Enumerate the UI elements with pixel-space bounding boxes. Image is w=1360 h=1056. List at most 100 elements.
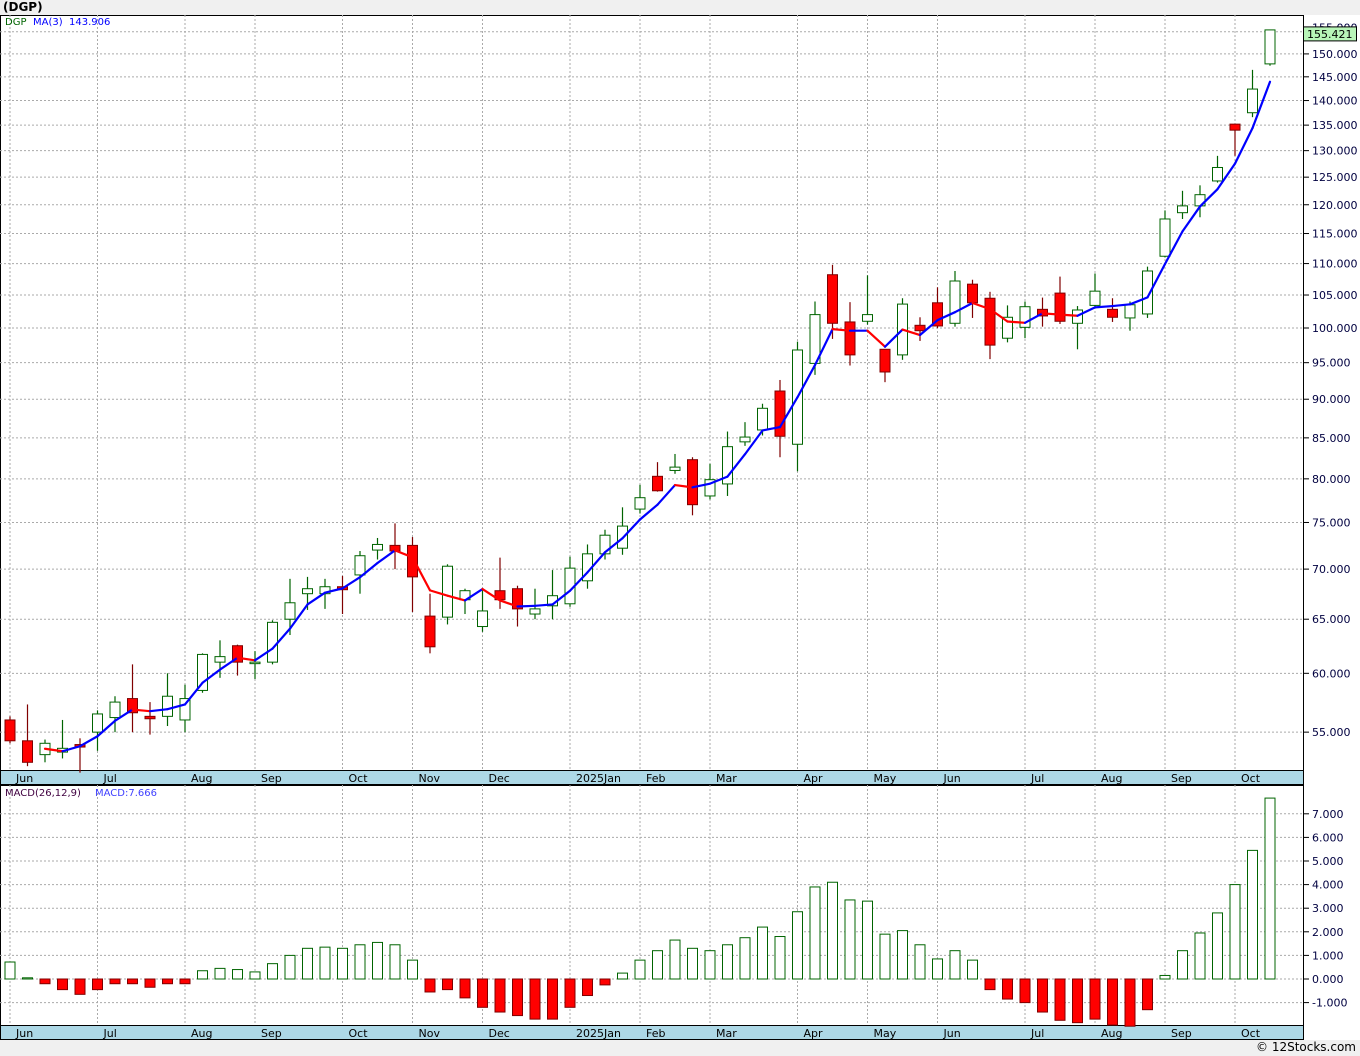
ma-line-segment <box>148 708 169 713</box>
ma-line-segment <box>883 328 904 348</box>
macd-bar <box>1107 978 1118 1026</box>
macd-month-label: 2025Jan <box>576 1027 621 1040</box>
macd-bar <box>704 950 716 980</box>
ma-line-segment <box>813 328 834 367</box>
macd-bar <box>494 978 506 1013</box>
macd-month-label: Apr <box>804 1027 824 1040</box>
candle <box>1212 155 1223 183</box>
ma-line-segment <box>638 503 659 521</box>
price-tick-label: 125.000 <box>1312 171 1358 184</box>
candle-body <box>739 436 751 443</box>
ma-line-segment <box>568 571 589 592</box>
ma-line-segment <box>1093 304 1114 309</box>
macd-bar <box>512 978 523 1017</box>
candle <box>4 716 16 744</box>
month-label: Feb <box>646 772 665 785</box>
macd-bar <box>162 978 173 985</box>
candle-body <box>827 274 838 324</box>
macd-month-label: Jul <box>1030 1027 1044 1040</box>
ma-line-segment <box>411 556 432 592</box>
macd-tick-label: 3.000 <box>1312 902 1344 915</box>
macd-bar <box>687 947 698 980</box>
legend-symbol: DGP <box>5 17 26 28</box>
price-tick-label: 60.000 <box>1312 667 1351 680</box>
macd-bar <box>372 941 383 980</box>
price-tick-label: 115.000 <box>1312 228 1358 241</box>
candle <box>372 537 383 560</box>
ma-line-segment <box>323 587 344 594</box>
macd-bar <box>617 972 628 980</box>
candle-body <box>704 479 716 497</box>
macd-month-label: Aug <box>1101 1027 1122 1040</box>
macd-bar <box>1177 950 1188 980</box>
ma-line-segment <box>831 328 852 332</box>
candle-body <box>1142 270 1153 315</box>
macd-tick-label: 1.000 <box>1312 949 1344 962</box>
price-tick-label: 80.000 <box>1312 473 1351 486</box>
legend-ma-label: MA(3) <box>33 17 63 28</box>
ma-line-segment <box>1233 127 1254 165</box>
candle <box>914 317 926 341</box>
candle-body <box>179 698 191 721</box>
price-tick-label: 120.000 <box>1312 199 1358 212</box>
candle <box>739 422 751 446</box>
macd-month-label: Sep <box>261 1027 282 1040</box>
month-label: Aug <box>1101 772 1122 785</box>
macd-date-axis <box>0 1025 1304 1040</box>
month-label: Oct <box>349 772 369 785</box>
candle <box>162 673 173 727</box>
candle-body <box>1159 218 1171 257</box>
candle-body <box>424 615 436 648</box>
candle <box>22 704 33 767</box>
candle <box>1002 305 1013 343</box>
month-label: Jul <box>1030 772 1044 785</box>
ma-line-segment <box>113 708 134 722</box>
ma-line-segment <box>656 483 677 506</box>
price-panel <box>0 15 1304 771</box>
ma-line-segment <box>1216 162 1237 191</box>
candle <box>652 462 663 492</box>
macd-month-label: Oct <box>349 1027 369 1040</box>
ma-line-segment <box>743 429 764 456</box>
y-axis-area <box>1303 15 1360 1040</box>
macd-tick-label: 2.000 <box>1312 926 1344 939</box>
macd-bar <box>1072 978 1083 1024</box>
macd-bar <box>827 881 838 980</box>
ma-line-segment <box>428 589 449 597</box>
macd-bar <box>1247 849 1258 980</box>
ma-line-segment <box>1251 80 1272 130</box>
macd-tick-label: -1.000 <box>1312 997 1347 1010</box>
month-label: 2025Jan <box>576 772 621 785</box>
macd-bar <box>179 978 191 985</box>
candle-body <box>652 475 663 492</box>
candle <box>879 348 891 383</box>
candle-body <box>267 621 278 663</box>
ma-line-segment <box>1128 296 1149 306</box>
ma-line-segment <box>621 518 642 540</box>
price-tick-label: 130.000 <box>1312 145 1358 158</box>
candle-body <box>774 390 786 437</box>
macd-bar <box>652 950 663 980</box>
macd-bar <box>792 911 803 980</box>
month-label: Sep <box>1171 772 1192 785</box>
candle <box>249 651 261 679</box>
ma-line-segment <box>96 719 117 738</box>
ma-line-segment <box>393 549 414 559</box>
ma-line-segment <box>253 647 274 662</box>
candle <box>127 664 138 733</box>
ma-line-segment <box>953 301 974 314</box>
macd-bar <box>442 978 453 991</box>
macd-bar <box>582 978 593 997</box>
ma-line-segment <box>61 745 82 753</box>
macd-bar <box>879 933 891 980</box>
candle-body <box>757 407 768 431</box>
macd-bar <box>1124 978 1136 1027</box>
candle <box>92 710 103 751</box>
candle <box>634 484 646 514</box>
ma-line-segment <box>761 425 782 432</box>
candle <box>862 275 873 325</box>
ma-line-segment <box>43 747 64 753</box>
ma-line-segment <box>866 329 887 348</box>
ma-line-segment <box>463 587 484 602</box>
macd-bar <box>809 886 821 980</box>
